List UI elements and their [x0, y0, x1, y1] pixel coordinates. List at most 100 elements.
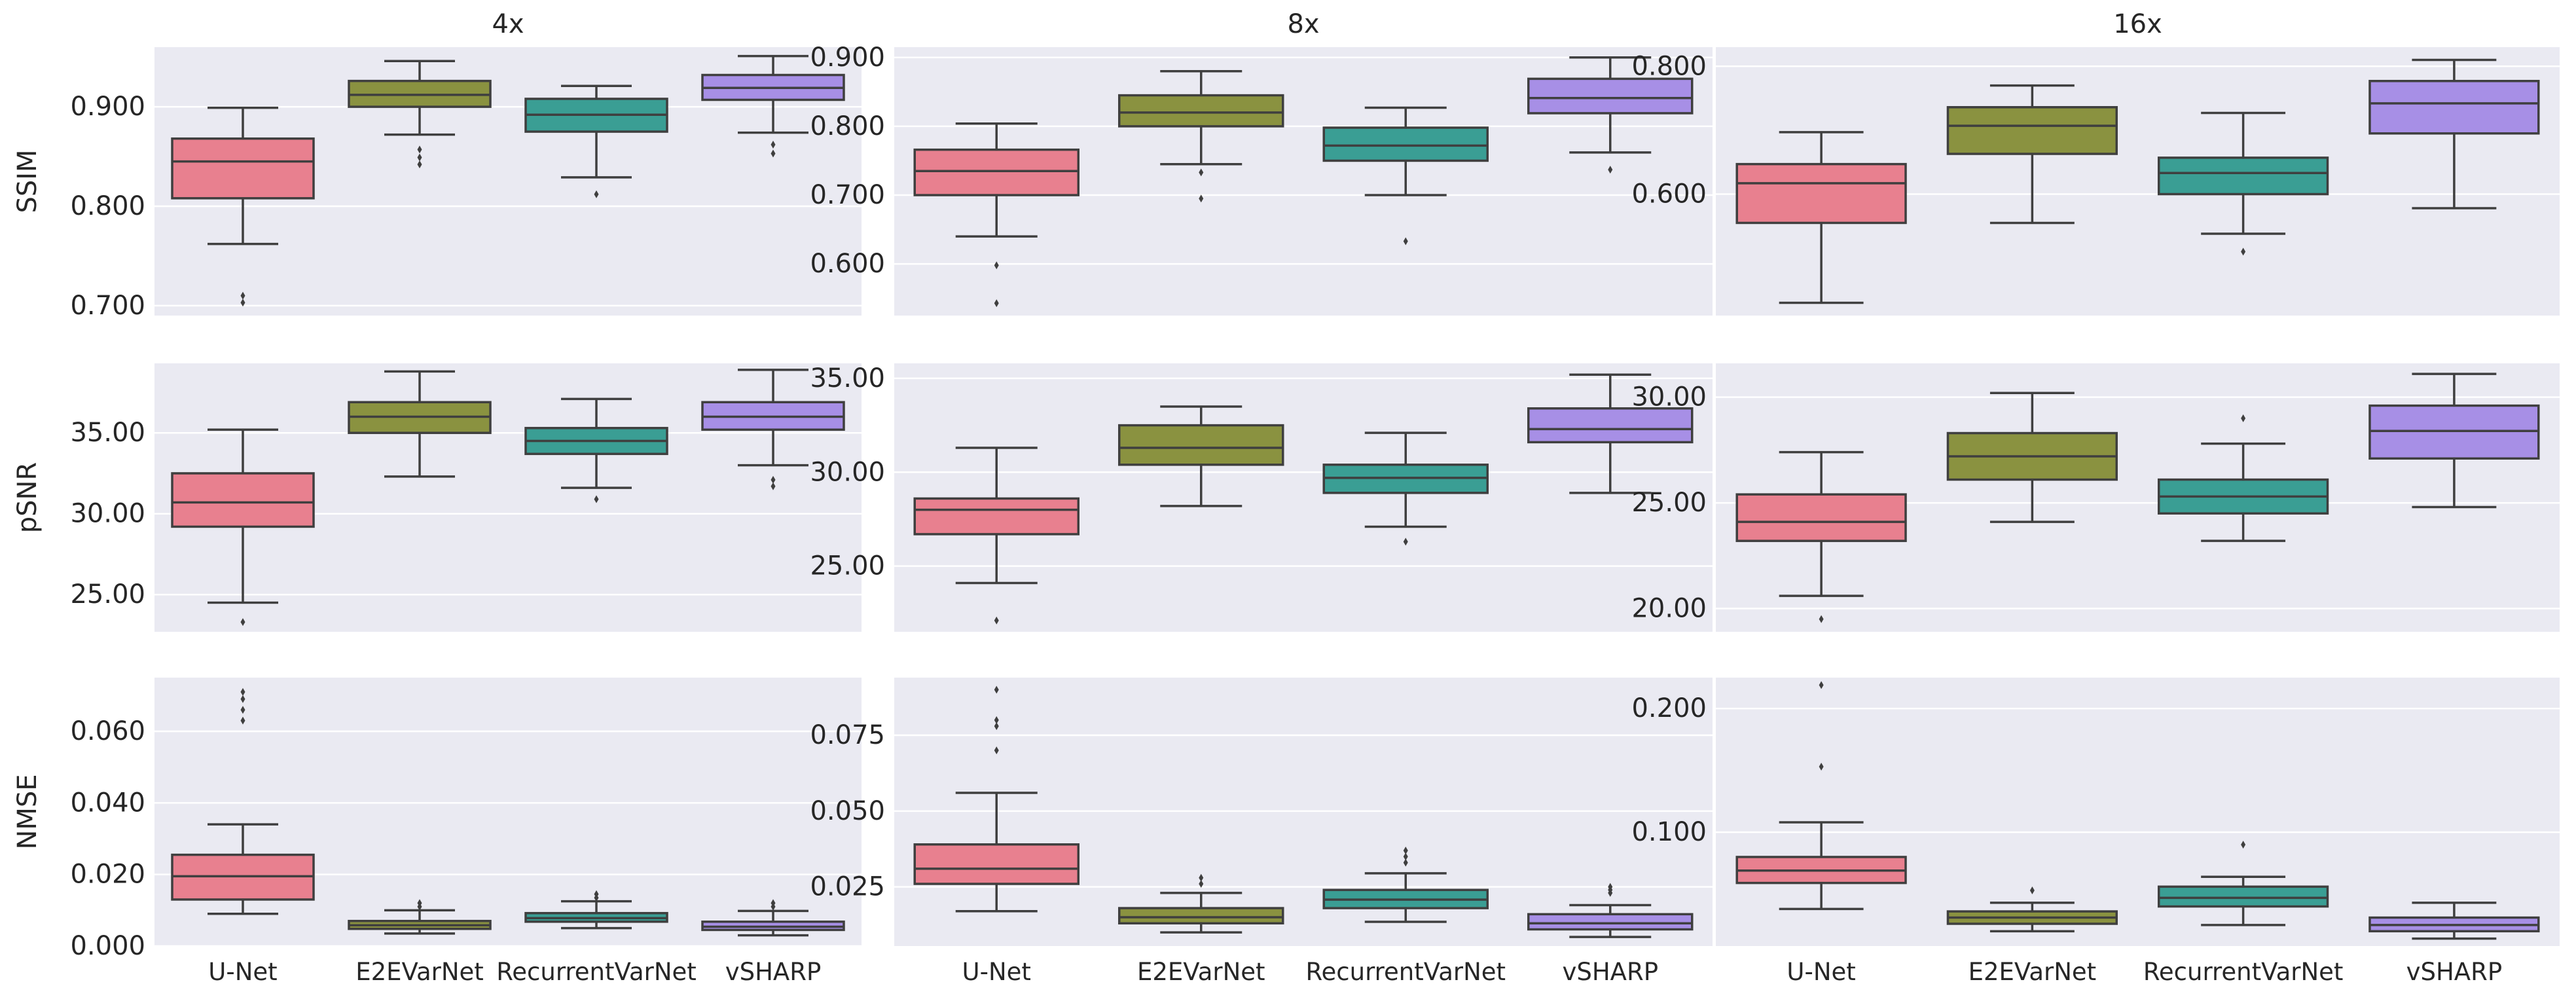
y-tick-label: 0.020: [70, 860, 145, 890]
box-iqr: [1118, 907, 1284, 925]
x-tick-label: RecurrentVarNet: [496, 958, 697, 986]
outlier-point: [240, 618, 245, 627]
y-tick-label: 30.00: [1631, 382, 1707, 412]
y-tick-label: 0.040: [70, 788, 145, 818]
box-vsharp: [1527, 56, 1694, 174]
box-e2evarnet: [1118, 873, 1284, 934]
y-axis-label: SSIM: [12, 149, 43, 213]
y-tick-label: 0.800: [70, 191, 145, 221]
outlier-point: [771, 482, 776, 490]
panel-r3c2: 0.025 0.050 0.075 U-Net E2EVarNet RecurrentVa…: [810, 678, 1713, 986]
box-recurrentvarnet: [2157, 111, 2329, 256]
outlier-point: [2029, 886, 2035, 894]
x-tick-label: E2EVarNet: [355, 958, 484, 986]
y-tick-label: 20.00: [1631, 593, 1707, 623]
y-tick-label: 0.100: [1631, 817, 1707, 847]
outlier-point: [417, 160, 422, 169]
outlier-point: [594, 190, 599, 198]
box-iqr: [1735, 162, 1907, 225]
box-recurrentvarnet: [1322, 847, 1489, 923]
box-vsharp: [701, 369, 845, 490]
box-iqr: [1118, 94, 1284, 128]
box-vsharp: [1527, 883, 1694, 938]
x-tick-label: E2EVarNet: [1137, 958, 1265, 986]
box-iqr: [1118, 424, 1284, 466]
y-tick-label: 0.060: [70, 716, 145, 746]
box-e2evarnet: [1946, 392, 2118, 523]
x-tick-label: U-Net: [962, 958, 1031, 986]
box-recurrentvarnet: [524, 84, 668, 198]
box-iqr: [171, 137, 315, 200]
outlier-point: [771, 475, 776, 484]
panel-r1c1: 0.700 0.800 0.900 4x SSIM: [12, 9, 862, 321]
outlier-point: [1819, 615, 1824, 623]
x-tick-label: vSHARP: [2406, 958, 2503, 986]
outlier-point: [994, 616, 999, 625]
box-vsharp: [701, 54, 845, 158]
panel-r3c1: 0.000 0.020 0.040 0.060 NMSE U-Net E2EVarNet Re…: [12, 678, 862, 986]
y-tick-label: 0.025: [810, 872, 885, 902]
box-iqr: [1527, 913, 1694, 931]
outlier-point: [1199, 873, 1204, 882]
panel-title: 16x: [2113, 9, 2162, 39]
panel-r2c2: 25.00 30.00 35.00: [810, 363, 1713, 632]
outlier-point: [1199, 168, 1204, 177]
box-u-net: [913, 447, 1079, 625]
box-vsharp: [2368, 902, 2540, 940]
box-iqr: [1735, 493, 1907, 542]
box-e2evarnet: [348, 899, 492, 935]
box-iqr: [2157, 885, 2329, 908]
box-vsharp: [701, 899, 845, 937]
outlier-point: [771, 140, 776, 149]
y-tick-label: 0.000: [70, 931, 145, 961]
panel-r2c3: 20.00 25.00 30.00: [1631, 363, 2560, 632]
y-tick-label: 0.700: [70, 291, 145, 321]
box-vsharp: [2368, 58, 2540, 210]
outlier-point: [417, 153, 422, 162]
box-u-net: [1735, 450, 1907, 623]
box-iqr: [1322, 126, 1489, 162]
box-e2evarnet: [1946, 84, 2118, 225]
outlier-point: [1403, 538, 1408, 546]
outlier-point: [2241, 841, 2246, 849]
y-tick-label: 0.800: [1631, 51, 1707, 81]
outlier-point: [1199, 194, 1204, 203]
box-iqr: [913, 148, 1079, 196]
box-u-net: [171, 687, 315, 915]
outlier-point: [240, 695, 245, 703]
box-iqr: [913, 497, 1079, 536]
box-u-net: [1735, 681, 1907, 911]
y-tick-label: 25.00: [70, 579, 145, 610]
y-tick-label: 0.700: [810, 180, 885, 210]
x-tick-label: vSHARP: [1562, 958, 1658, 986]
outlier-point: [1819, 763, 1824, 771]
box-u-net: [913, 685, 1079, 913]
outlier-point: [240, 299, 245, 307]
panel-background: [154, 678, 862, 946]
box-e2evarnet: [1118, 70, 1284, 203]
y-tick-label: 30.00: [70, 499, 145, 529]
x-tick-label: U-Net: [208, 958, 277, 986]
outlier-point: [240, 716, 245, 725]
outlier-point: [240, 291, 245, 300]
y-tick-label: 35.00: [810, 363, 885, 393]
box-iqr: [913, 843, 1079, 885]
y-tick-label: 25.00: [810, 551, 885, 581]
x-tick-label: vSHARP: [725, 958, 822, 986]
outlier-point: [994, 299, 999, 308]
outlier-point: [994, 722, 999, 731]
outlier-point: [994, 746, 999, 755]
panel-r2c1: 25.00 30.00 35.00 pSNR: [12, 363, 862, 632]
y-tick-label: 35.00: [70, 418, 145, 448]
x-tick-label: U-Net: [1787, 958, 1855, 986]
box-iqr: [2368, 79, 2540, 135]
box-recurrentvarnet: [1322, 431, 1489, 546]
box-u-net: [913, 122, 1079, 308]
outlier-point: [771, 149, 776, 158]
outlier-point: [1819, 681, 1824, 689]
box-e2evarnet: [348, 370, 492, 478]
y-axis-label: NMSE: [12, 774, 43, 849]
outlier-point: [594, 495, 599, 503]
outlier-point: [771, 899, 776, 907]
outlier-point: [240, 706, 245, 714]
